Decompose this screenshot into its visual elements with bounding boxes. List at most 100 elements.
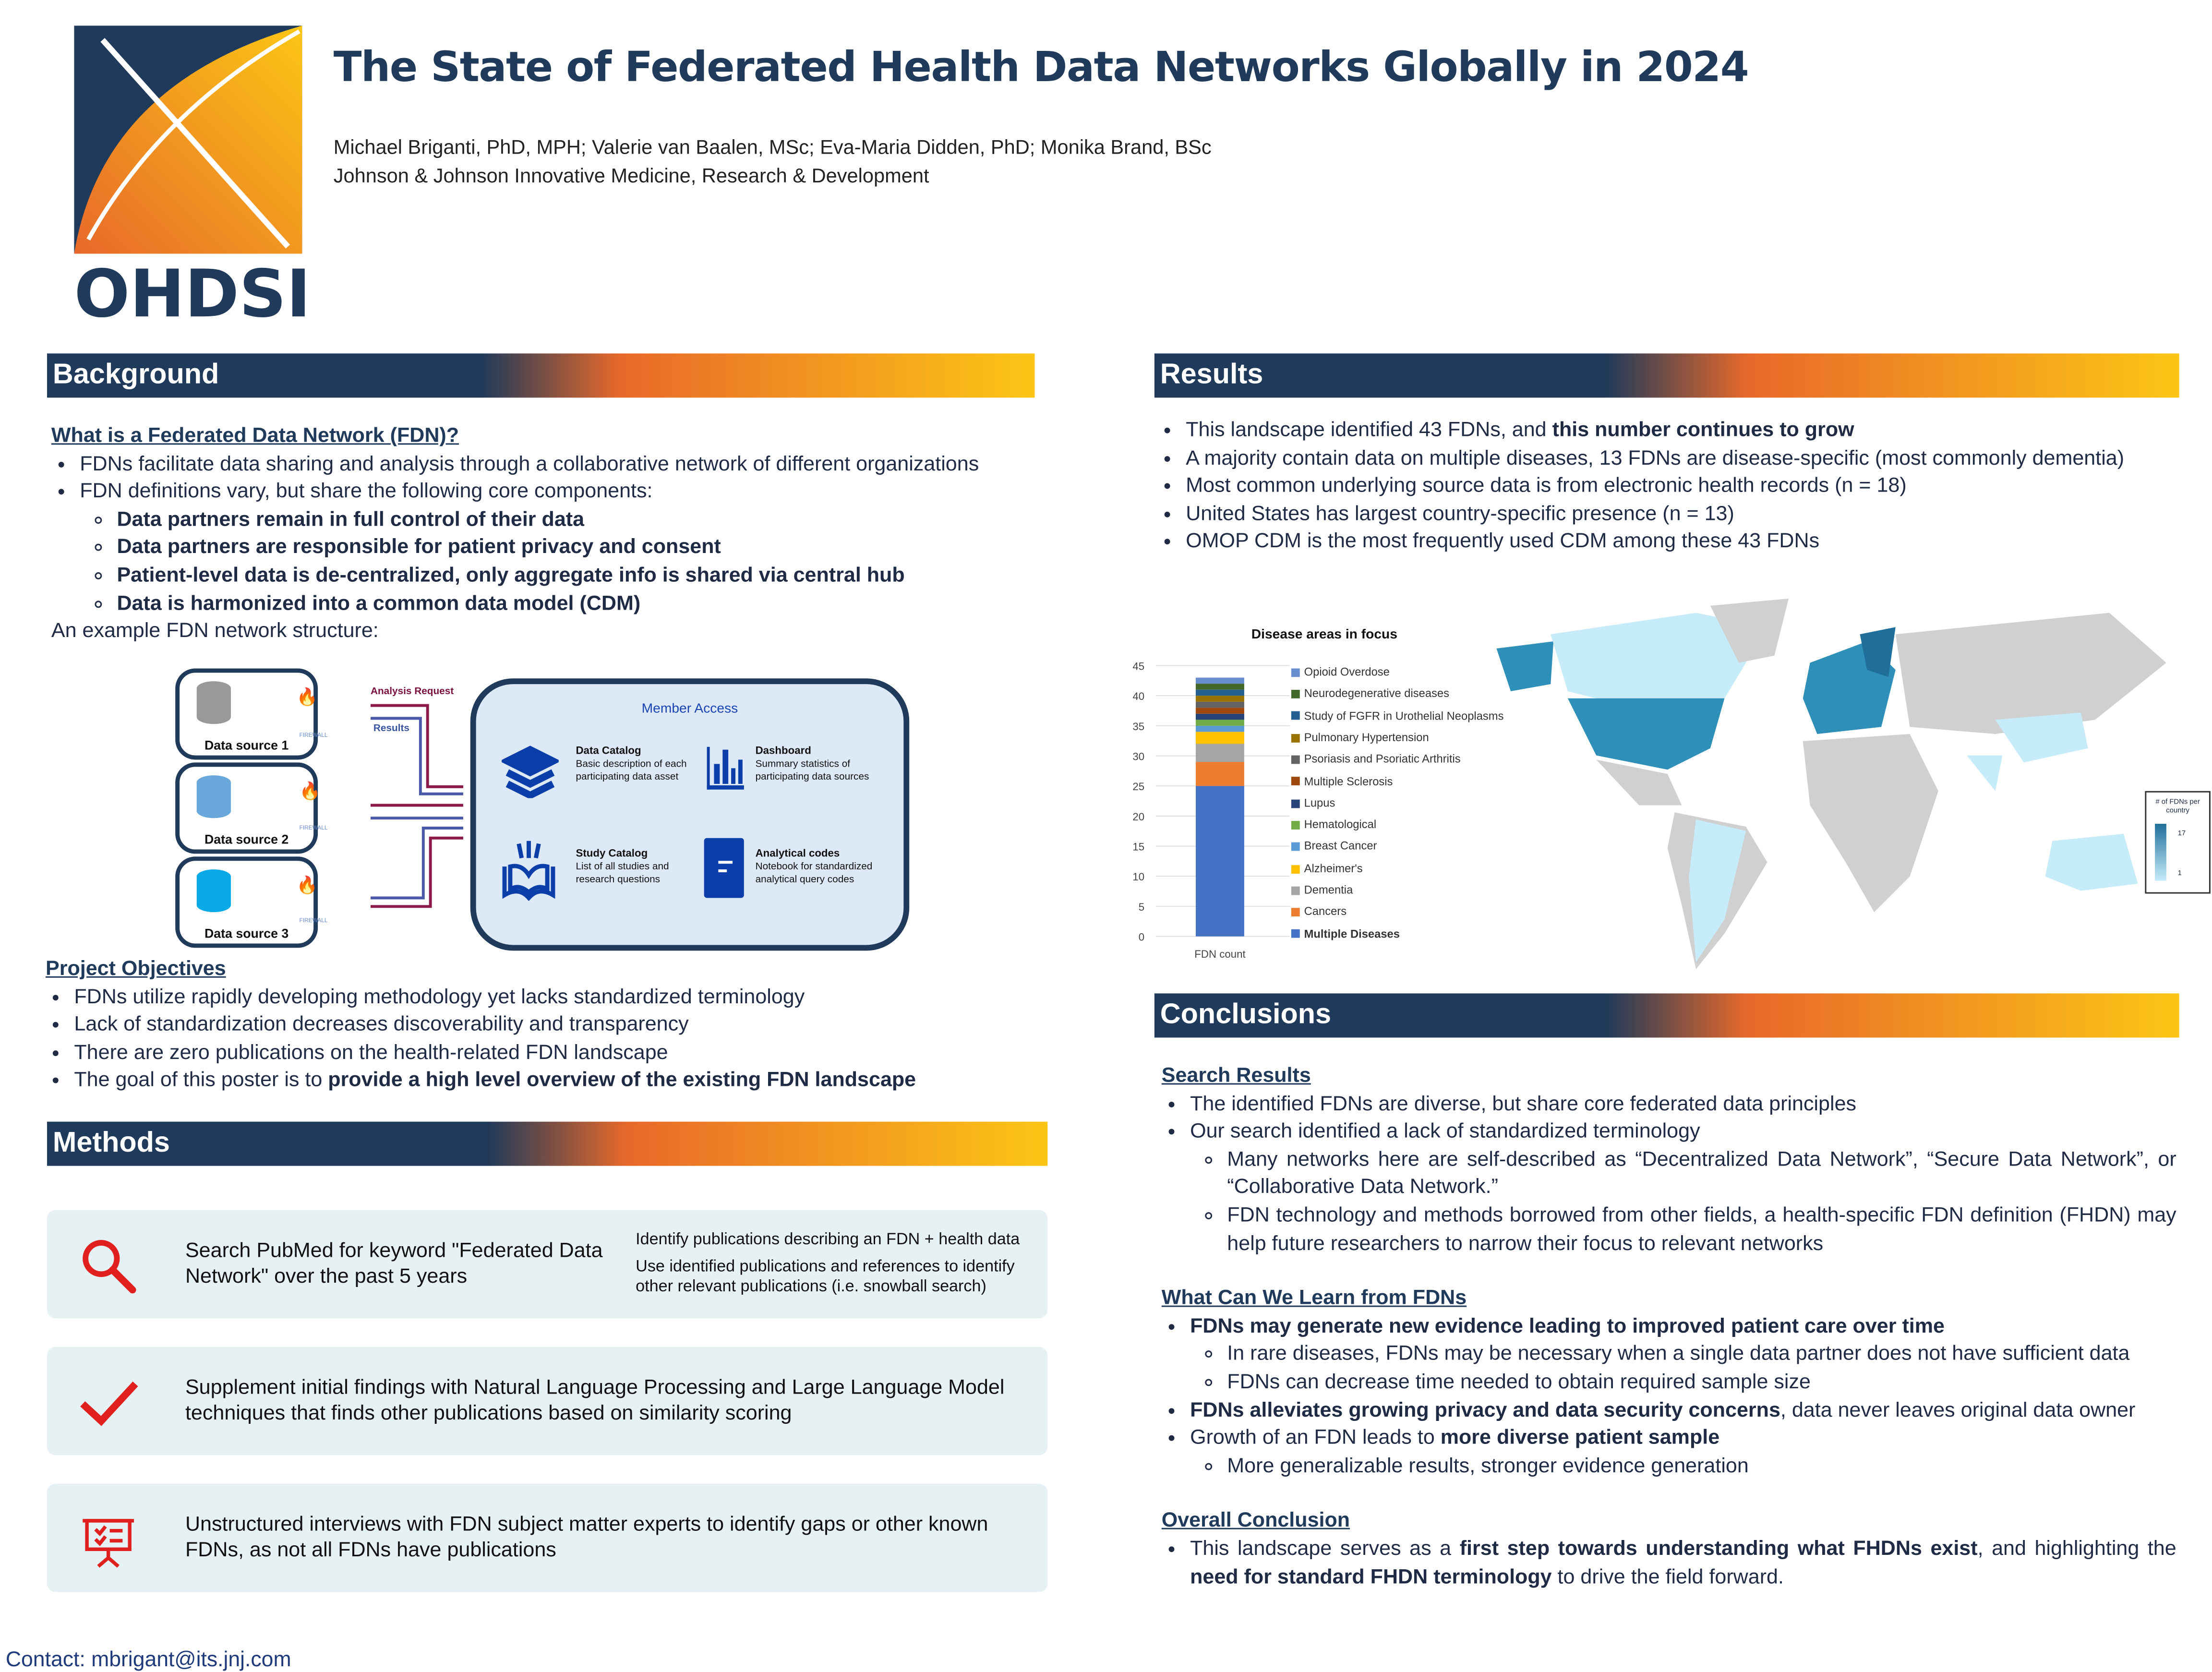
sub-bullet: More generalizable results, stronger evi… [1227, 1454, 2176, 1481]
method-step-3: Unstructured interviews with FDN subject… [47, 1483, 1048, 1592]
legend-swatch [1291, 777, 1300, 786]
bar-segment-psoriasis-and-psoriatic-arthritis [1195, 701, 1244, 708]
analysis-request-label: Analysis Request [370, 687, 454, 697]
firewall-label: FIREWALL [299, 731, 328, 738]
poster-title: The State of Federated Health Data Netwo… [333, 43, 1749, 92]
bullet: This landscape serves as a first step to… [1190, 1536, 2176, 1592]
core-item: Data partners remain in full control of … [117, 507, 1049, 535]
bar-segment-pulmonary-hypertension [1195, 696, 1244, 702]
legend-swatch [1291, 821, 1300, 830]
presentation-icon [83, 1519, 134, 1568]
legend-label: Cancers [1304, 905, 1347, 918]
bullet-text: , data never leaves original data owner [1780, 1399, 2136, 1422]
results-label: Results [373, 724, 409, 734]
search-results-heading: Search Results [1161, 1064, 1311, 1088]
legend-label: Multiple Diseases [1304, 927, 1400, 940]
sub-bullet: FDNs can decrease time needed to obtain … [1227, 1370, 2176, 1397]
objectives-heading: Project Objectives [46, 958, 226, 981]
background-section: What is a Federated Data Network (FDN)? … [51, 423, 1049, 647]
map-usa [1567, 698, 1725, 770]
affiliation: Johnson & Johnson Innovative Medicine, R… [333, 164, 929, 187]
item-desc: Notebook for standardized analytical que… [755, 862, 873, 885]
map-scandinavia [1860, 627, 1896, 677]
legend-item: Hematological [1291, 818, 1376, 831]
bullet-bold: FDNs may generate new evidence leading t… [1190, 1315, 1945, 1338]
map-russia-asia [1895, 613, 2166, 734]
legend-label: Dementia [1304, 883, 1353, 897]
bullet: FDNs utilize rapidly developing methodol… [74, 984, 1043, 1012]
t: This landscape serves as a [1190, 1538, 1460, 1561]
results-heading: Results [1154, 353, 2179, 398]
fdn-subheading: What is a Federated Data Network (FDN)? [51, 424, 459, 448]
y-tick-label: 0 [1139, 931, 1144, 943]
x-tick-label: FDN count [1194, 948, 1246, 960]
core-item: Patient-level data is de-centralized, on… [117, 563, 1049, 591]
analytical-codes-icon [704, 838, 744, 898]
legend-swatch [1291, 842, 1300, 852]
item-title: Study Catalog [576, 846, 648, 860]
world-map [1496, 598, 2166, 969]
bar-segment-hematological [1195, 720, 1244, 726]
chart-title: Disease areas in focus [1251, 627, 1397, 643]
objectives-section: Project Objectives FDNs utilize rapidly … [46, 956, 1043, 1096]
contact-email[interactable]: Contact: mbrigant@its.jnj.com [5, 1648, 291, 1672]
goal-text: The goal of this poster is to [74, 1069, 328, 1093]
b: need for standard FHDN terminology [1190, 1565, 1552, 1588]
method-text: Supplement initial findings with Natural… [185, 1377, 1005, 1425]
y-tick-label: 40 [1132, 690, 1144, 702]
legend-label: Psoriasis and Psoriatic Arthritis [1304, 753, 1461, 766]
bullet: FDNs facilitate data sharing and analysi… [80, 451, 1049, 479]
bar-segment-cancers [1195, 762, 1244, 786]
bullet: Lack of standardization decreases discov… [74, 1012, 1043, 1040]
legend-swatch [1291, 734, 1300, 743]
bar-segment-neurodegenerative-diseases [1195, 684, 1244, 690]
legend-item: Neurodegenerative diseases [1291, 687, 1449, 700]
bar-segment-breast-cancer [1195, 725, 1244, 732]
bar-segment-multiple-diseases [1195, 786, 1244, 937]
bullet: United States has largest country-specif… [1186, 501, 2183, 529]
legend-swatch [1291, 668, 1300, 677]
results-section: This landscape identified 43 FDNs, and t… [1157, 418, 2184, 557]
item-desc: Summary statistics of participating data… [755, 759, 869, 782]
legend-swatch [1291, 690, 1300, 699]
t: , and highlighting the [1977, 1538, 2176, 1561]
item-title: Analytical codes [755, 846, 840, 860]
item-desc: Basic description of each participating … [576, 759, 687, 782]
bullet: The goal of this poster is to provide a … [74, 1068, 1043, 1096]
bullet: Growth of an FDN leads to more diverse p… [1190, 1425, 2176, 1453]
map-legend: # of FDNs per country 17 1 [2145, 791, 2211, 894]
map-greenland [1710, 598, 1789, 663]
data-source-label: Data source 3 [204, 926, 289, 941]
legend-label: Alzheimer's [1304, 862, 1363, 875]
conclusions-heading: Conclusions [1154, 993, 2179, 1038]
goal-bold: provide a high level overview of the exi… [328, 1069, 916, 1093]
database-icon [196, 775, 231, 818]
b: first step towards understanding what FH… [1459, 1538, 1978, 1561]
legend-item: Pulmonary Hypertension [1291, 731, 1429, 744]
data-source-label: Data source 1 [204, 738, 289, 753]
bar-segment-multiple-sclerosis [1195, 708, 1244, 714]
firewall-label: FIREWALL [299, 916, 328, 924]
search-icon [83, 1240, 136, 1294]
bar-segment-dementia [1195, 744, 1244, 762]
study-catalog-item: Study Catalog List of all studies and res… [576, 847, 697, 887]
data-source-label: Data source 2 [204, 832, 289, 847]
method-text: Search PubMed for keyword "Federated Dat… [185, 1240, 603, 1288]
side-note: Identify publications describing an FDN … [636, 1231, 1020, 1249]
legend-label: Neurodegenerative diseases [1304, 687, 1450, 700]
member-access-panel: Member Access Data Catalog Basic descript… [470, 678, 910, 951]
bar-segment-alzheimer-s [1195, 732, 1244, 744]
bar-segment-lupus [1195, 713, 1244, 720]
y-tick-label: 10 [1132, 871, 1144, 883]
bullet: FDN definitions vary, but share the foll… [80, 479, 1049, 507]
bullet: There are zero publications on the healt… [74, 1040, 1043, 1068]
method-step-2: Supplement initial findings with Natural… [47, 1347, 1048, 1455]
firewall-icon: 🔥 [296, 875, 318, 895]
bullet: Most common underlying source data is fr… [1186, 473, 2183, 501]
legend-item: Opioid Overdose [1291, 666, 1390, 678]
bullet-bold: this number continues to grow [1552, 419, 1854, 442]
legend-item: Study of FGFR in Urothelial Neoplasms [1291, 709, 1503, 722]
overall-heading: Overall Conclusion [1161, 1510, 1350, 1533]
map-legend-min: 1 [2177, 869, 2182, 878]
